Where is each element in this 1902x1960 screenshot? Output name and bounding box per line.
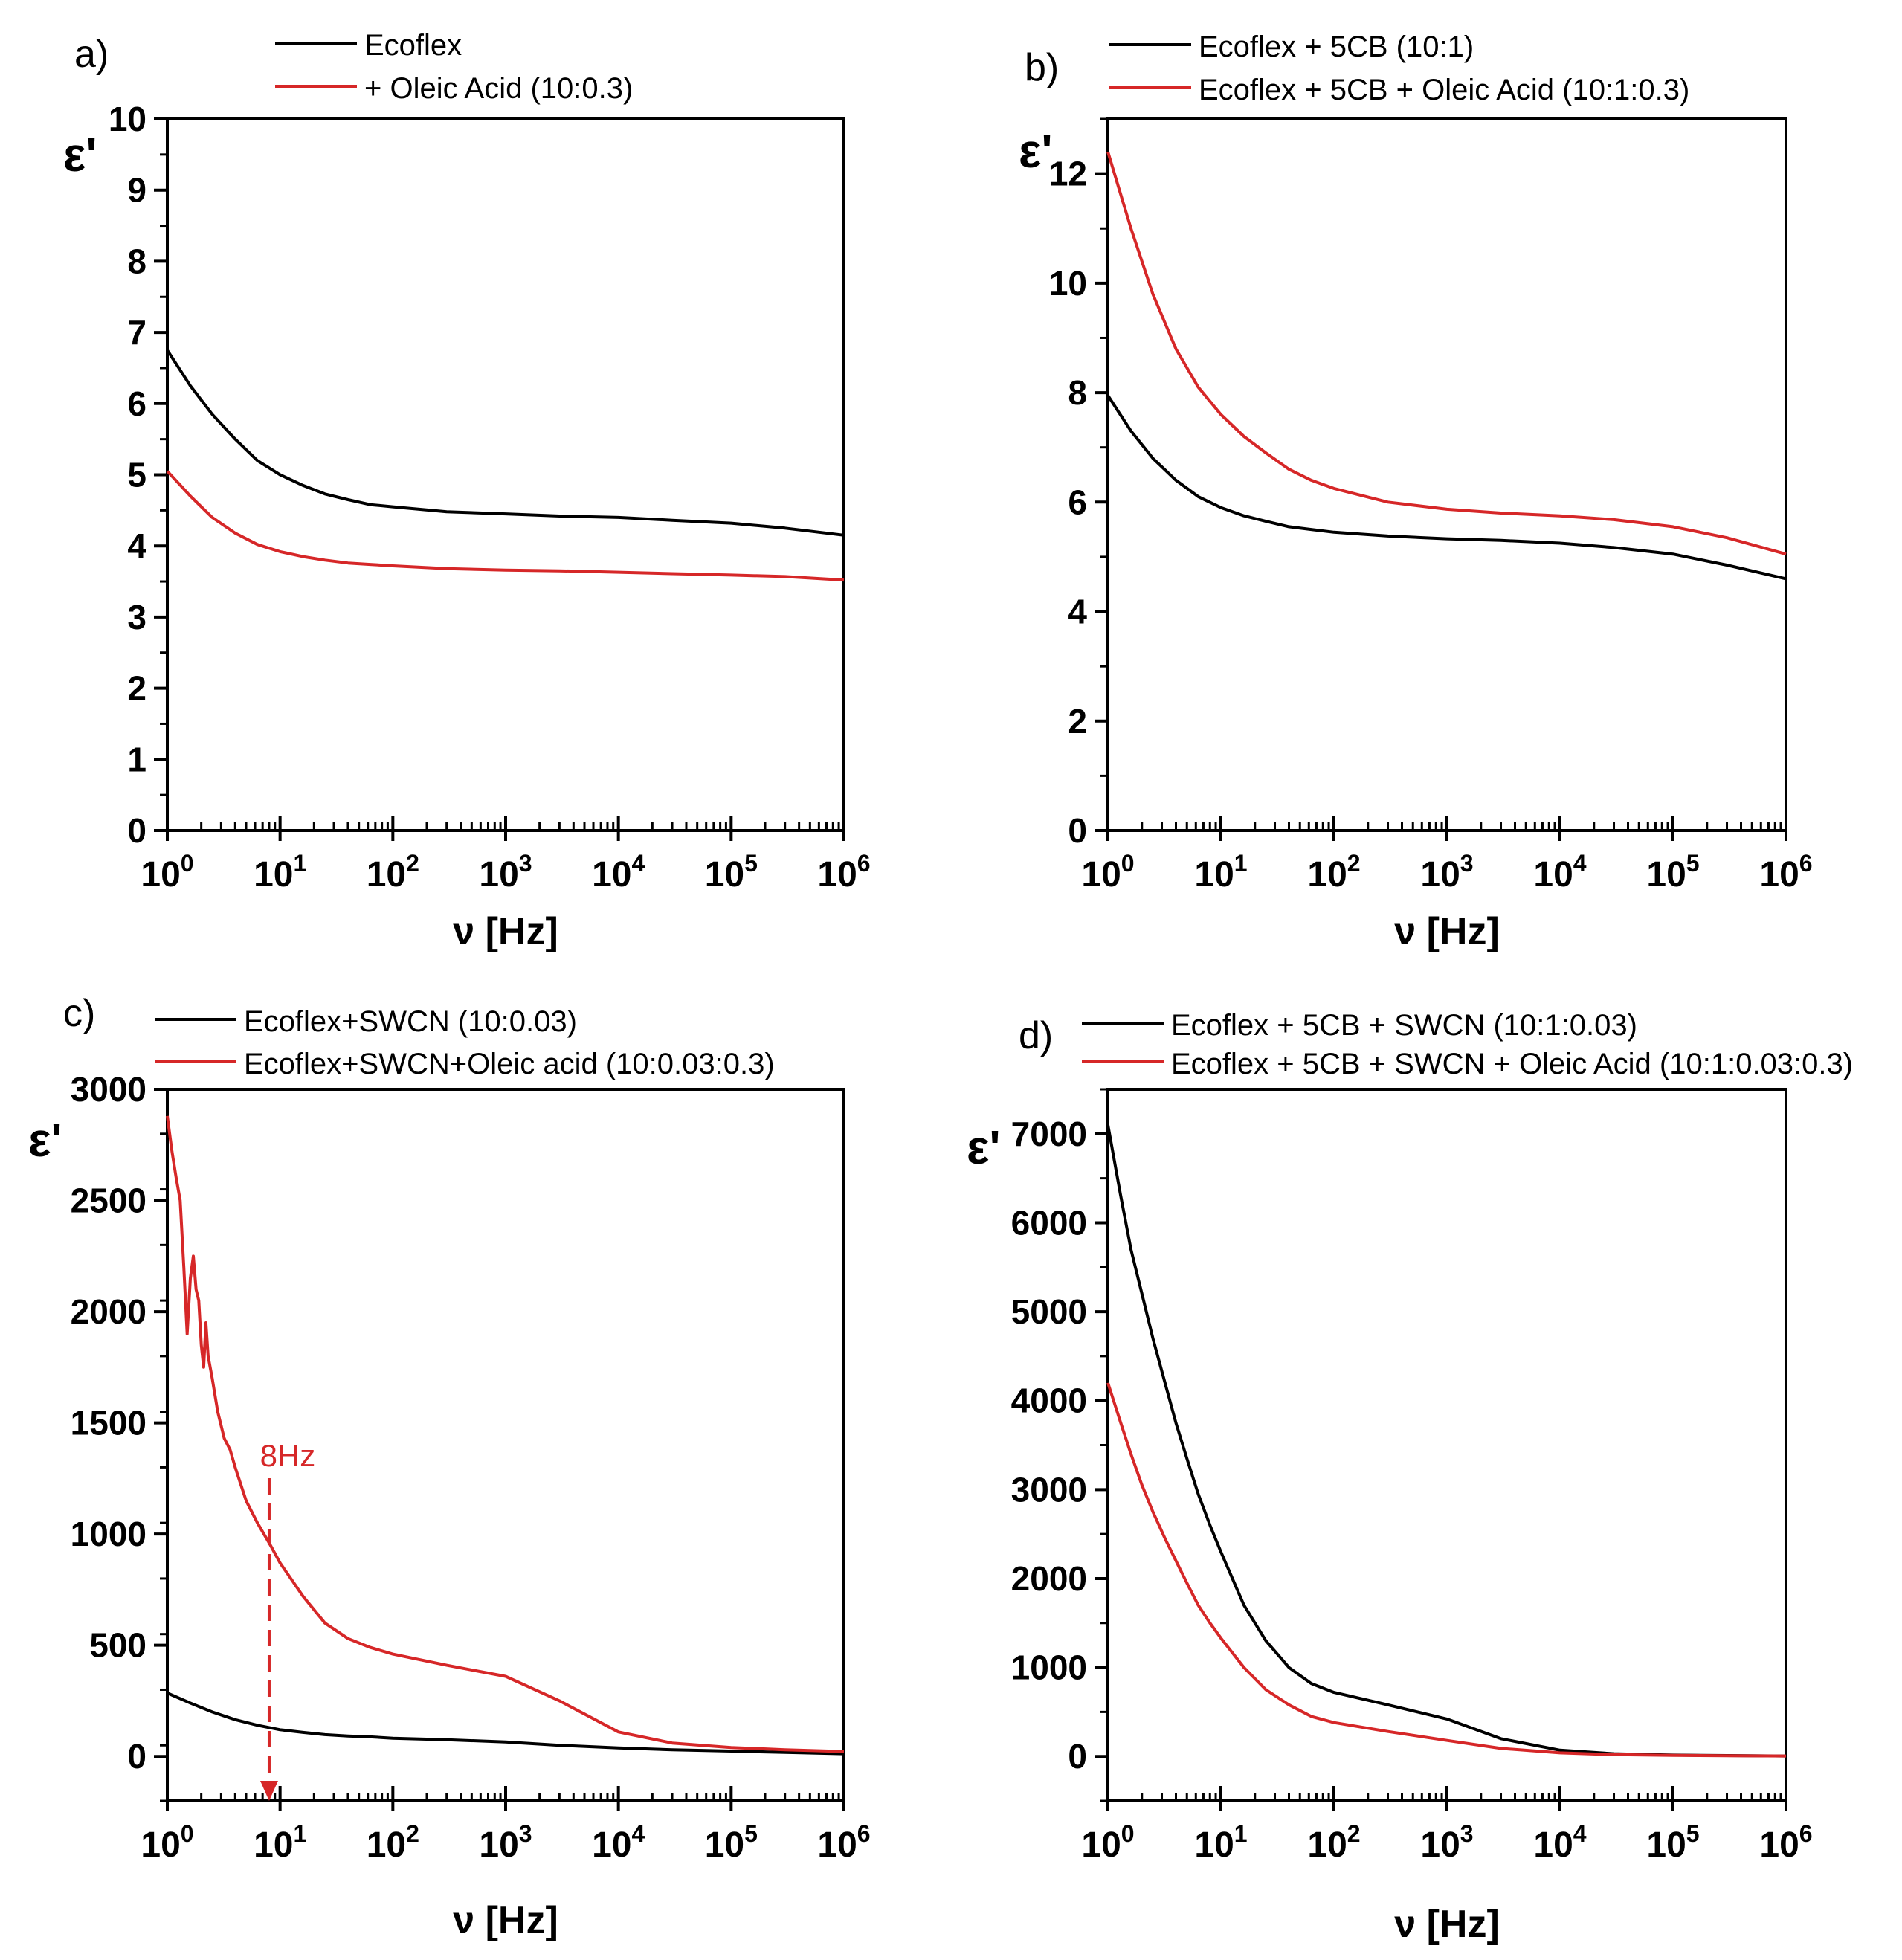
panel-c: 0 500 1000 1500 2000 2500 3000 100 101 102 103 104 1…	[28, 992, 871, 1942]
y-tick-label: 1000	[71, 1515, 146, 1553]
legend-label-1: Ecoflex + 5CB (10:1)	[1199, 30, 1474, 63]
y-axis-label: ε'	[28, 1113, 62, 1167]
y-tick-label: 500	[89, 1626, 146, 1665]
x-tick-label: 102	[367, 850, 419, 894]
legend-label-1: Ecoflex + 5CB + SWCN (10:1:0.03)	[1171, 1009, 1637, 1042]
panel-label: a)	[74, 33, 109, 76]
series-line-1	[167, 1692, 845, 1756]
x-tick-label: 100	[141, 850, 193, 894]
y-tick-label: 2	[127, 669, 146, 708]
x-axis-label: ν [Hz]	[1394, 910, 1500, 953]
y-tick-label: 6	[127, 384, 146, 423]
series-line-1	[1106, 394, 1787, 581]
y-axis-label: ε'	[1019, 124, 1053, 178]
y-tick-label: 1500	[71, 1404, 146, 1442]
y-tick-label: 1000	[1011, 1648, 1087, 1687]
x-tick-label: 106	[817, 1820, 870, 1865]
series-line-1	[1106, 1124, 1787, 1758]
x-tick-label: 104	[1533, 850, 1586, 894]
y-tick-label: 2000	[71, 1292, 146, 1331]
x-tick-label: 102	[367, 1820, 419, 1865]
y-tick-label: 10	[109, 100, 146, 138]
x-tick-label: 100	[1081, 850, 1134, 894]
x-tick-label: 106	[1759, 1820, 1812, 1865]
y-tick-label: 0	[127, 811, 146, 850]
y-tick-label: 3	[127, 598, 146, 636]
x-tick-label: 103	[1420, 1820, 1473, 1865]
y-tick-label: 0	[1068, 1737, 1087, 1776]
x-tick-label: 106	[817, 850, 870, 894]
panel-a: 0 1 2 3 4 5 6 7 8 9 10 100 101 102 103 104 105 106 ε' ν [Hz…	[63, 29, 871, 953]
y-axis-label: ε'	[967, 1121, 1001, 1174]
x-tick-label: 103	[479, 850, 532, 894]
y-tick-label: 0	[1068, 811, 1087, 850]
x-tick-label: 105	[705, 1820, 758, 1865]
x-tick-label: 102	[1307, 850, 1360, 894]
y-tick-label: 8	[1068, 373, 1087, 412]
x-tick-label: 104	[592, 850, 645, 894]
y-tick-label: 3000	[1011, 1470, 1087, 1509]
panel-label: c)	[63, 992, 95, 1035]
y-tick-label: 10	[1049, 264, 1087, 303]
y-tick-label: 4000	[1011, 1382, 1087, 1420]
legend-label-2: + Oleic Acid (10:0.3)	[364, 72, 633, 105]
x-tick-label: 103	[479, 1820, 532, 1865]
x-axis-label: ν [Hz]	[1394, 1903, 1500, 1946]
y-tick-label: 7000	[1011, 1115, 1087, 1153]
x-tick-label: 101	[1194, 1820, 1247, 1865]
y-tick-label: 5	[127, 456, 146, 494]
y-tick-label: 0	[127, 1737, 146, 1776]
y-tick-label: 3000	[71, 1070, 146, 1109]
y-tick-label: 5000	[1011, 1292, 1087, 1331]
legend-label-2: Ecoflex + 5CB + SWCN + Oleic Acid (10:1:…	[1171, 1048, 1853, 1080]
y-tick-label: 8	[127, 242, 146, 280]
x-tick-label: 101	[1194, 850, 1247, 894]
legend-label-2: Ecoflex+SWCN+Oleic acid (10:0.03:0.3)	[244, 1048, 775, 1080]
x-tick-label: 101	[254, 1820, 306, 1865]
x-axis-label: ν [Hz]	[453, 910, 558, 953]
panel-d: 0 1000 2000 3000 4000 5000 6000 7000 100 101 102 10…	[967, 1009, 1853, 1946]
panel-label: d)	[1019, 1014, 1053, 1057]
x-tick-label: 100	[1081, 1820, 1134, 1865]
x-tick-label: 105	[1646, 850, 1699, 894]
x-tick-label: 104	[1533, 1820, 1586, 1865]
annotation-arrowhead	[259, 1781, 278, 1801]
x-tick-label: 105	[1646, 1820, 1699, 1865]
legend-label-2: Ecoflex + 5CB + Oleic Acid (10:1:0.3)	[1199, 74, 1689, 106]
annotation-label: 8Hz	[260, 1438, 316, 1473]
x-tick-label: 100	[141, 1820, 193, 1865]
series-line-2	[1106, 151, 1787, 556]
y-tick-label: 7	[127, 313, 146, 352]
series-line-2	[166, 1115, 845, 1753]
y-tick-label: 6000	[1011, 1203, 1087, 1242]
y-tick-label: 2500	[71, 1182, 146, 1220]
series-line-2	[166, 470, 845, 582]
x-axis-label: ν [Hz]	[453, 1899, 558, 1942]
legend-label-1: Ecoflex+SWCN (10:0.03)	[244, 1005, 577, 1038]
series-line-2	[1106, 1382, 1787, 1758]
y-tick-label: 12	[1049, 155, 1087, 193]
x-tick-label: 103	[1420, 850, 1473, 894]
y-tick-label: 2	[1068, 702, 1087, 741]
y-tick-label: 2000	[1011, 1559, 1087, 1598]
x-tick-label: 101	[254, 850, 306, 894]
x-tick-label: 106	[1759, 850, 1812, 894]
x-tick-label: 104	[592, 1820, 645, 1865]
legend-label-1: Ecoflex	[364, 29, 462, 62]
x-tick-label: 102	[1307, 1820, 1360, 1865]
x-tick-label: 105	[705, 850, 758, 894]
panel-label: b)	[1025, 46, 1059, 89]
y-tick-label: 1	[127, 740, 146, 778]
y-tick-label: 9	[127, 171, 146, 210]
y-tick-label: 6	[1068, 483, 1087, 521]
y-axis-label: ε'	[63, 128, 97, 181]
y-tick-label: 4	[1068, 593, 1087, 631]
series-line-1	[166, 349, 845, 537]
panel-b: 0 2 4 6 8 10 12 100 101 102 103 104 105 106 ε' ν [Hz] b)…	[1019, 30, 1813, 953]
y-tick-label: 4	[127, 526, 146, 565]
